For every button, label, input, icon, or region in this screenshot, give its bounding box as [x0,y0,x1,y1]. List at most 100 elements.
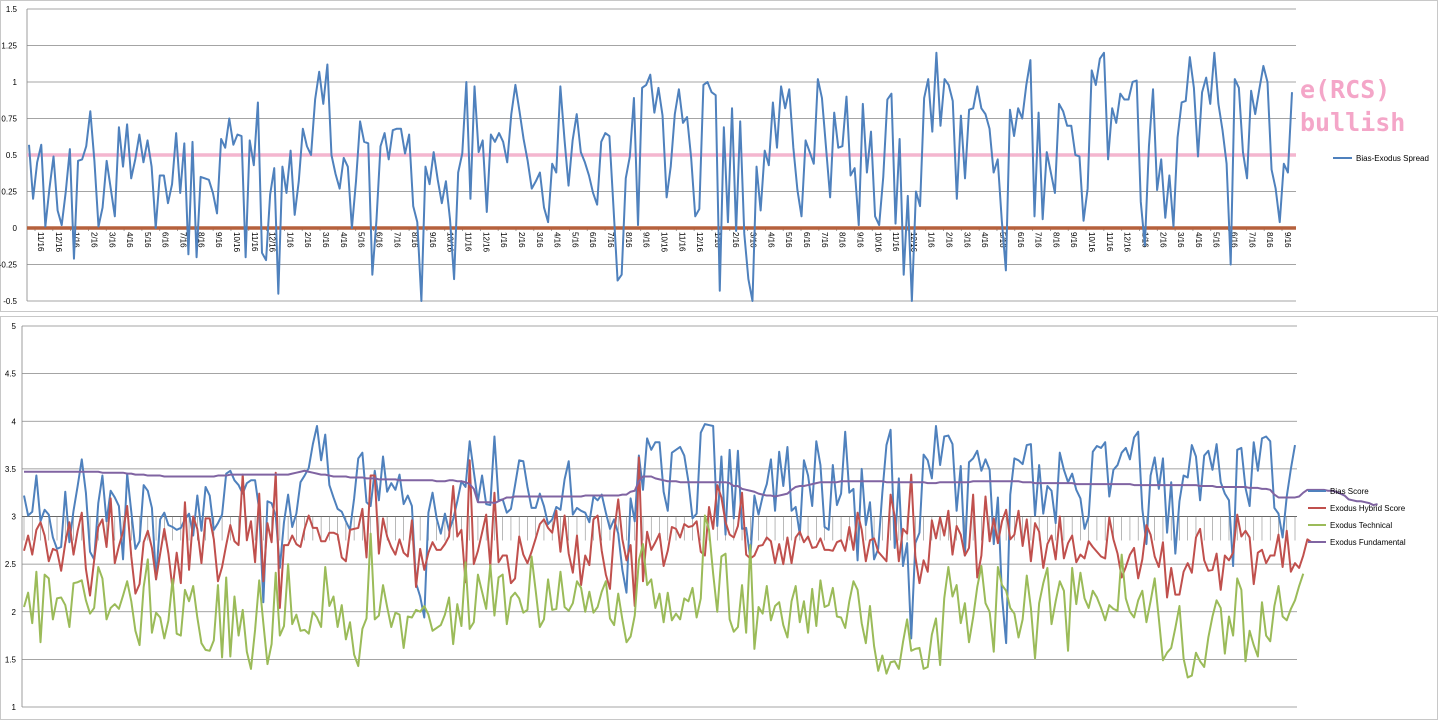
legend-label-bias-score: Bias Score [1330,487,1369,496]
spread-x-tick-label: 9/16 [855,232,864,248]
spread-x-tick-label: 1/16 [927,232,936,248]
spread-x-tick-label: 2/16 [89,232,98,248]
spread-x-tick-label: 4/16 [980,232,989,248]
spread-x-tick-label: 1/16 [499,232,508,248]
scores-y-tick-label: 2 [12,608,17,617]
spread-x-tick-label: 12/16 [481,232,490,253]
scores-chart: 1 1.5 2 2.5 3 3.5 4 4.5 5 Bias Score Exodus Hybr… [0,316,1438,720]
spread-x-tick-label: 11/16 [36,232,45,252]
spread-x-tick-label: 9/16 [1283,232,1292,248]
spread-x-tick-label: 3/16 [535,232,544,248]
spread-x-tick-label: 3/16 [107,232,116,248]
spread-x-tick-label: 11/16 [677,232,686,252]
spread-x-tick-label: 8/16 [624,232,633,248]
scores-y-tick-label: 2.5 [5,560,17,569]
spread-x-tick-label: 6/16 [374,232,383,248]
spread-x-tick-label: 6/16 [1230,232,1239,248]
spread-x-tick-label: 8/16 [1051,232,1060,248]
series-bias-score [23,423,1296,645]
spread-x-tick-label: 9/16 [214,232,223,248]
spread-y-tick-label: 0.5 [6,151,18,160]
annotation: e(RCS) bullish [1300,75,1405,137]
spread-y-tick-label: 0 [13,224,18,233]
scores-plot-area [23,423,1378,679]
scores-y-tick-label: 4 [12,417,17,426]
spread-x-tick-label: 6/16 [1016,232,1025,248]
spread-x-tick-label: 2/16 [945,232,954,248]
spread-y-tick-label: 1.5 [6,5,18,14]
spread-x-tick-label: 5/16 [570,232,579,248]
spread-x-tick-label: 11/16 [464,232,473,252]
spread-x-tick-label: 1/16 [713,232,722,248]
spread-x-tick-label: 11/16 [1105,232,1114,252]
legend-label-bias-exodus-spread: Bias-Exodus Spread [1356,154,1429,163]
spread-x-tick-label: 9/16 [1069,232,1078,248]
scores-y-tick-label: 1 [12,703,17,712]
scores-y-tick-label: 4.5 [5,370,17,379]
spread-x-tick-label: 12/16 [695,232,704,253]
spread-x-tick-label: 5/16 [784,232,793,248]
spread-x-tick-label: 8/16 [410,232,419,248]
spread-x-tick-label: 2/16 [303,232,312,248]
spread-x-tick-label: 2/16 [517,232,526,248]
spread-x-tick-label: 6/16 [802,232,811,248]
scores-y-tick-label: 3 [12,513,17,522]
series-exodus-fundamental [24,469,1378,507]
spread-y-tick-label: 0.75 [1,115,17,124]
spread-x-tick-label: 10/16 [660,232,669,253]
spread-y-tick-label: -0.5 [3,297,17,306]
spread-x-tick-label: 10/16 [1087,232,1096,253]
spread-x-tick-label: 3/16 [1176,232,1185,248]
spread-x-tick-label: 8/16 [196,232,205,248]
scores-y-tick-label: 3.5 [5,465,17,474]
spread-x-tick-label: 12/16 [54,232,63,253]
spread-x-tick-label: 8/16 [1265,232,1274,248]
scores-legend: Bias Score Exodus Hybrid Score Exodus Te… [1308,487,1406,547]
spread-x-tick-label: 6/16 [588,232,597,248]
spread-x-tick-label: 7/16 [179,232,188,248]
spread-x-tick-label: 5/16 [143,232,152,248]
spread-y-tick-label: 1.25 [1,42,17,51]
spread-x-tick-label: 6/16 [161,232,170,248]
spread-x-tick-label: 5/16 [357,232,366,248]
legend-label-exodus-hybrid: Exodus Hybrid Score [1330,504,1406,513]
spread-y-axis: -0.5 -0.25 0 0.25 0.5 0.75 1 1.25 1.5 [0,5,18,306]
spread-x-tick-label: 2/16 [1158,232,1167,248]
spread-x-tick-label: 2/16 [731,232,740,248]
series-exodus-technical [23,514,1305,679]
spread-x-tick-label: 4/16 [339,232,348,248]
spread-x-tick-label: 3/16 [321,232,330,248]
spread-x-tick-label: 12/16 [268,232,277,253]
series-bias-exodus-spread [28,51,1293,302]
scores-y-tick-label: 5 [12,322,17,331]
spread-x-tick-label: 10/16 [232,232,241,253]
spread-x-tick-label: 8/16 [838,232,847,248]
spread-x-tick-label: 1/16 [72,232,81,248]
spread-x-tick-label: 7/16 [1034,232,1043,248]
spread-y-tick-label: 0.25 [1,188,17,197]
spread-x-tick-label: 4/16 [125,232,134,248]
annotation-line-1: e(RCS) [1300,75,1390,104]
spread-x-tick-label: 3/16 [749,232,758,248]
scores-y-tick-label: 1.5 [5,655,17,664]
spread-x-tick-label: 7/16 [1247,232,1256,248]
spread-x-tick-label: 7/16 [392,232,401,248]
spread-x-tick-label: 11/16 [250,232,259,252]
spread-legend: Bias-Exodus Spread [1333,154,1429,163]
spread-x-tick-label: 1/16 [285,232,294,248]
spread-x-tick-label: 11/16 [891,232,900,252]
legend-label-exodus-fundamental: Exodus Fundamental [1330,538,1406,547]
series-exodus-hybrid-score [23,456,1313,609]
spread-x-tick-label: 4/16 [553,232,562,248]
annotation-line-2: bullish [1300,108,1405,137]
spread-x-tick-label: 7/16 [820,232,829,248]
spread-y-tick-label: 1 [13,78,18,87]
spread-x-tick-label: 7/16 [606,232,615,248]
spread-x-tick-label: 3/16 [962,232,971,248]
spread-chart: -0.5 -0.25 0 0.25 0.5 0.75 1 1.25 1.5 11/16 12/16… [0,0,1438,312]
spread-x-tick-label: 4/16 [1194,232,1203,248]
scores-y-axis: 1 1.5 2 2.5 3 3.5 4 4.5 5 [5,322,17,712]
spread-x-tick-label: 10/16 [873,232,882,253]
